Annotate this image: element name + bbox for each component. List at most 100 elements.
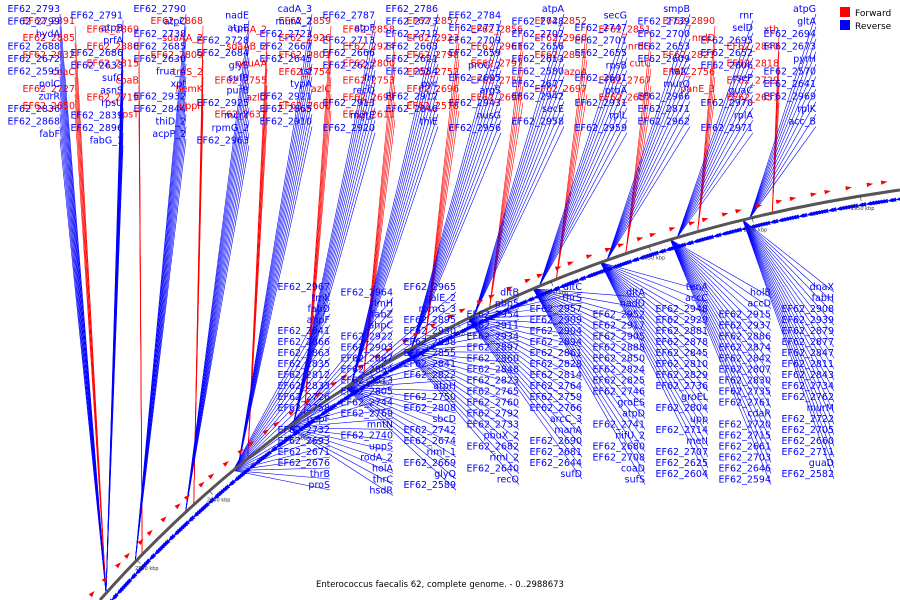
forward-gene-label[interactable]: EF62_2755 (215, 76, 267, 87)
reverse-gene-label[interactable]: EF62_2854 (341, 365, 393, 376)
forward-gene-label[interactable]: EF62_2885 (23, 33, 75, 44)
reverse-gene-label[interactable]: EF62_2931 (575, 98, 627, 109)
forward-gene-label[interactable]: EF62_2869 (87, 25, 139, 36)
reverse-gene-label[interactable]: EF62_2720 (719, 420, 771, 431)
reverse-gene-label[interactable]: EF62_2742 (404, 425, 456, 436)
reverse-gene-label[interactable]: EF62_2684 (197, 48, 249, 59)
reverse-gene-label[interactable]: EF62_2672 (8, 54, 60, 65)
reverse-gene-label[interactable]: EF62_2912 (386, 92, 438, 103)
reverse-gene-label[interactable]: EF62_2930 (404, 326, 456, 337)
reverse-gene-label[interactable]: fabZ (371, 310, 393, 321)
reverse-gene-label[interactable]: murA_2 (276, 17, 312, 28)
forward-gene-label[interactable]: EF62_2797 (471, 59, 523, 70)
reverse-gene-label[interactable]: atpF (354, 23, 375, 34)
reverse-gene-label[interactable]: selD (732, 23, 753, 34)
reverse-gene-label[interactable]: EF62_2645 (260, 54, 312, 65)
reverse-gene-label[interactable]: EF62_2952 (593, 310, 645, 321)
reverse-gene-label[interactable]: EF62_2712 (386, 29, 438, 40)
reverse-gene-label[interactable]: uppS (369, 442, 393, 453)
forward-gene-label[interactable]: EF62_2821 (663, 50, 715, 61)
reverse-gene-label[interactable]: EF62_2941 (278, 326, 330, 337)
reverse-gene-label[interactable]: fabD (307, 304, 330, 315)
reverse-gene-label[interactable]: EF62_2910 (260, 117, 312, 128)
reverse-gene-label[interactable]: EF62_2666 (323, 48, 375, 59)
reverse-gene-label[interactable]: EF62_2934 (467, 332, 519, 343)
reverse-gene-label[interactable]: EF62_2909 (530, 315, 582, 326)
reverse-gene-label[interactable]: EF62_2734 (782, 381, 834, 392)
reverse-gene-label[interactable]: EF62_2609 (638, 54, 690, 65)
reverse-gene-label[interactable]: EF62_2881 (656, 326, 708, 337)
forward-gene-label[interactable]: nrdD (692, 33, 715, 44)
reverse-gene-label[interactable]: EF62_2845 (656, 348, 708, 359)
reverse-gene-label[interactable]: cdaR (747, 409, 771, 420)
reverse-gene-label[interactable]: EF62_2810 (656, 359, 708, 370)
reverse-gene-label[interactable]: atpG (793, 4, 816, 15)
reverse-gene-label[interactable]: EF62_2922 (341, 332, 393, 343)
reverse-gene-label[interactable]: EF62_2903 (341, 343, 393, 354)
reverse-gene-label[interactable]: holA (372, 464, 393, 475)
reverse-gene-label[interactable]: EF62_2694 (764, 29, 816, 40)
reverse-gene-label[interactable]: EF62_2693 (278, 436, 330, 447)
reverse-gene-label[interactable]: EF62_2663 (386, 42, 438, 53)
reverse-gene-label[interactable]: EF62_2707 (656, 447, 708, 458)
reverse-gene-label[interactable]: talC (671, 67, 690, 78)
reverse-gene-label[interactable]: EF62_2898 (404, 337, 456, 348)
forward-gene-label[interactable]: EF62_2880 (87, 42, 139, 53)
reverse-gene-label[interactable]: EF62_2954 (467, 310, 519, 321)
forward-gene-label[interactable]: EF62_2815 (87, 59, 139, 70)
reverse-gene-label[interactable]: EF62_2674 (404, 436, 456, 447)
reverse-gene-label[interactable]: EF62_2580 (512, 67, 564, 78)
forward-gene-label[interactable]: uppP (179, 101, 203, 112)
forward-gene-label[interactable]: EF62_2926 (279, 33, 331, 44)
reverse-gene-label[interactable]: glyS (229, 60, 249, 71)
reverse-gene-label[interactable]: EF62_2932 (134, 92, 186, 103)
reverse-gene-label[interactable]: EF62_2738 (134, 29, 186, 40)
reverse-gene-label[interactable]: EF62_2971 (701, 123, 753, 134)
forward-gene-label[interactable]: EF62_2832 (23, 50, 75, 61)
reverse-gene-label[interactable]: EF62_2750 (404, 392, 456, 403)
forward-gene-label[interactable]: EF62_2809 (151, 50, 203, 61)
reverse-gene-label[interactable]: EF62_2894 (530, 337, 582, 348)
reverse-gene-label[interactable]: EF62_2963 (197, 135, 249, 146)
reverse-gene-label[interactable]: EF62_2686 (71, 48, 123, 59)
reverse-gene-label[interactable]: murY (224, 110, 249, 121)
reverse-gene-label[interactable]: EF62_2822 (404, 370, 456, 381)
reverse-gene-label[interactable]: sufS (625, 475, 645, 486)
forward-gene-label[interactable]: EF62_2752 (407, 67, 459, 78)
reverse-gene-label[interactable]: EF62_2705 (782, 425, 834, 436)
reverse-gene-label[interactable]: EF62_2957 (530, 304, 582, 315)
reverse-gene-label[interactable]: EF62_2791 (71, 10, 123, 21)
forward-gene-label[interactable]: EF62_2751 (471, 76, 523, 87)
reverse-gene-label[interactable]: recO (497, 475, 519, 486)
reverse-gene-label[interactable]: guaD (809, 458, 834, 469)
reverse-gene-label[interactable]: EF62_2962 (638, 117, 690, 128)
reverse-gene-label[interactable]: typA (290, 79, 312, 90)
reverse-gene-label[interactable]: EF62_2715 (719, 431, 771, 442)
reverse-gene-label[interactable]: EF62_2630 (134, 54, 186, 65)
reverse-gene-label[interactable]: EF62_2740 (341, 431, 393, 442)
reverse-gene-label[interactable]: galE_2 (425, 293, 456, 304)
reverse-gene-label[interactable]: EF62_2601 (575, 73, 627, 84)
forward-gene-label[interactable]: azoA (564, 67, 588, 78)
reverse-gene-label[interactable]: proC_2 (468, 60, 501, 71)
forward-gene-label[interactable]: EF62_2578 (407, 101, 459, 112)
forward-gene-label[interactable]: EF62_2719 (87, 93, 139, 104)
reverse-gene-label[interactable]: metI (686, 436, 708, 447)
forward-gene-label[interactable]: hemK (176, 84, 204, 95)
reverse-gene-label[interactable]: thrC (373, 475, 394, 486)
reverse-gene-label[interactable]: EF62_2765 (467, 387, 519, 398)
reverse-gene-label[interactable]: EF62_2604 (656, 469, 708, 480)
reverse-gene-label[interactable]: atpE (227, 23, 249, 34)
forward-gene-label[interactable]: EF62_2650 (23, 101, 75, 112)
reverse-gene-label[interactable]: EF62_2948 (656, 304, 708, 315)
reverse-gene-label[interactable]: rpmG_3 (419, 304, 456, 315)
reverse-gene-label[interactable]: EF62_2771 (449, 23, 501, 34)
reverse-gene-label[interactable]: rimI_2 (490, 453, 519, 464)
reverse-gene-label[interactable]: EF62_2681 (530, 447, 582, 458)
forward-gene-label[interactable]: EF62_2800 (343, 59, 395, 70)
reverse-gene-label[interactable]: EF62_2844 (134, 104, 186, 115)
reverse-gene-label[interactable]: groES (617, 398, 645, 409)
reverse-gene-label[interactable]: atpB (101, 23, 123, 34)
reverse-gene-label[interactable]: EF62_2939 (782, 315, 834, 326)
reverse-gene-label[interactable]: EF62_2766 (530, 403, 582, 414)
